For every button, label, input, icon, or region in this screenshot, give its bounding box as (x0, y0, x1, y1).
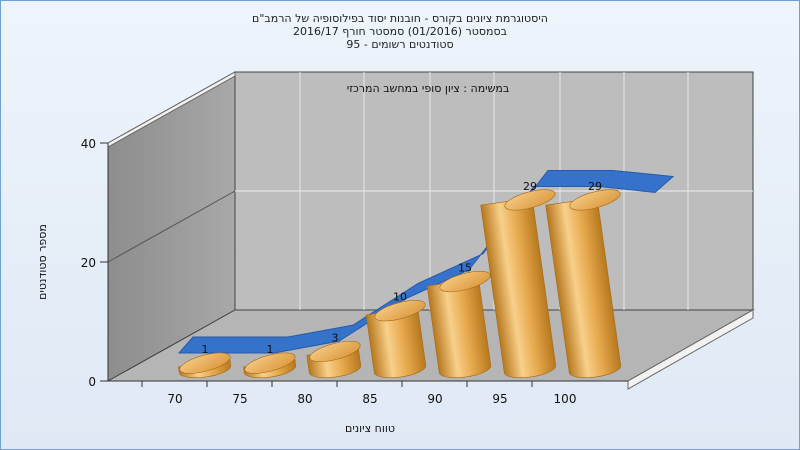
gridline-left-1 (107, 190, 236, 263)
chart-title-line-1: היסטוגרמת ציונים בקורס - חובנות יסוד בפי… (252, 12, 548, 25)
bar-0 (178, 352, 232, 379)
label-layer: 1 1 3 10 15 29 29 (202, 180, 603, 356)
trend-layer (177, 169, 675, 354)
bar-6 (545, 189, 622, 379)
x-tick-label-0: 70 (167, 392, 182, 406)
bar-cap-0 (179, 352, 231, 374)
bar-cap-5 (504, 189, 556, 211)
x-tick-label-1: 75 (232, 392, 247, 406)
bar-value-label-4: 15 (458, 262, 472, 275)
bar-value-label-2: 3 (332, 332, 339, 345)
bar-value-label-6: 29 (588, 180, 602, 193)
bar-cap-1 (244, 352, 296, 374)
chart-title-line-2: בסמסטר (01/2016) סמסטר חורף 2016/17 (293, 25, 507, 38)
x-tick-label-4: 90 (427, 392, 442, 406)
chart-title-line-3: סטודנטים רשומים - 95 (346, 38, 454, 51)
y-tick-label-2: 40 (81, 137, 96, 151)
bar-value-label-3: 10 (393, 291, 407, 304)
bar-cap-6 (569, 189, 621, 211)
bar-value-label-5: 29 (523, 180, 537, 193)
x-tick-label-3: 85 (362, 392, 377, 406)
bar-value-label-0: 1 (202, 343, 209, 356)
bar-4 (426, 270, 492, 379)
bar-cap-4 (439, 270, 491, 293)
trend-ribbon (177, 169, 675, 354)
bar-value-label-1: 1 (267, 343, 274, 356)
bar-3 (365, 300, 427, 379)
x-tick-label-6: 100 (554, 392, 577, 406)
bar-body-3 (365, 307, 427, 379)
right-ledge (627, 309, 754, 390)
x-tick-label-2: 80 (297, 392, 312, 406)
bar-1 (243, 352, 297, 379)
y-tick-label-1: 20 (81, 256, 96, 270)
y-tick-label-0: 0 (88, 375, 96, 389)
bar-body-6 (545, 197, 622, 379)
bar-2 (306, 340, 362, 379)
y-axis-label: מספר סטודנטים (36, 224, 49, 300)
axis-layer: 0 20 40 70 75 80 85 90 95 100 (81, 137, 628, 406)
x-tick-label-5: 95 (492, 392, 507, 406)
chart-subtitle: במשימה : ציון סופי במחשב המרכזי (347, 82, 510, 95)
bar-layer (178, 189, 622, 379)
bar-cap-2 (309, 340, 361, 363)
x-axis-label: טווח ציונים (345, 422, 395, 435)
bar-5 (480, 189, 557, 379)
bar-body-5 (480, 197, 557, 379)
bar-cap-3 (374, 300, 426, 322)
bar-body-4 (426, 278, 492, 379)
